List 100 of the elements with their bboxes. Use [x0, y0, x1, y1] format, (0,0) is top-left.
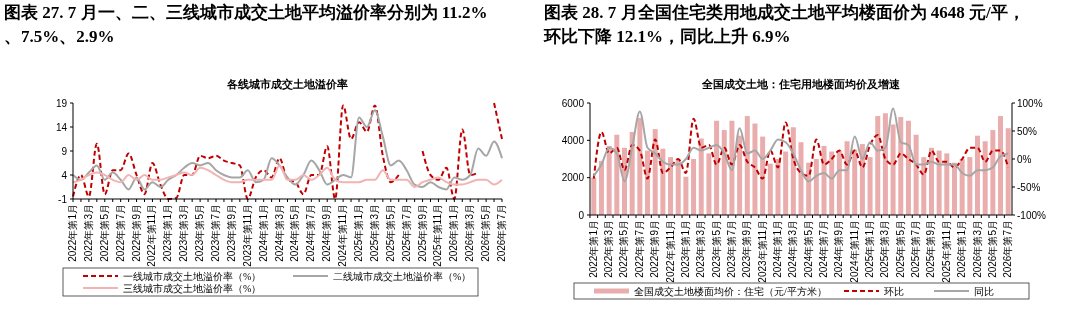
- x-tick-label: 2025年第1月: [353, 204, 364, 262]
- x-tick-label: 2022年第1月: [587, 220, 599, 278]
- bar: [975, 135, 980, 215]
- x-tick-label: 2023年第11月: [241, 204, 253, 267]
- x-tick-label: 2022年第11月: [664, 220, 676, 283]
- y-tick-label: 14: [55, 121, 68, 133]
- bar: [905, 120, 911, 215]
- bar: [698, 138, 704, 215]
- bar: [936, 150, 942, 215]
- bar: [998, 116, 1004, 215]
- x-tick-label: 2026年第1月: [956, 220, 968, 278]
- y-tick-label: 4000: [561, 134, 585, 146]
- x-tick-label: 2023年第5月: [710, 220, 722, 278]
- bar: [652, 129, 658, 215]
- chart-subtitle: 全国成交土地：住宅用地楼面均价及增速: [701, 78, 901, 90]
- bar: [591, 177, 597, 215]
- bar: [836, 150, 842, 215]
- x-tick-label: 2026年第5月: [480, 204, 492, 262]
- bar: [775, 159, 781, 215]
- x-tick-label: 2026年第7月: [496, 204, 507, 262]
- y-tick-label: 9: [61, 145, 68, 157]
- y-tick-label: 6000: [561, 97, 585, 109]
- bar: [1005, 128, 1011, 215]
- x-tick-label: 2026年第1月: [448, 204, 460, 262]
- bar: [721, 130, 727, 215]
- bar: [959, 159, 965, 215]
- x-tick-label: 2025年第9月: [925, 220, 937, 278]
- x-tick-label: 2023年第1月: [679, 220, 691, 278]
- bar: [729, 120, 735, 215]
- x-tick-label: 2026年第3月: [464, 204, 476, 262]
- bar: [967, 157, 973, 215]
- x-tick-label: 2025年第3月: [879, 220, 891, 278]
- y2-tick-label: -100%: [1017, 209, 1047, 221]
- x-tick-label: 2022年第9月: [130, 204, 142, 262]
- x-tick-label: 2025年第11月: [432, 204, 444, 267]
- chart-subtitle: 各线城市成交土地溢价率: [226, 78, 348, 90]
- bar: [951, 162, 957, 215]
- chart-title: 图表 27. 7 月一、二、三线城市成交土地平均溢价率分别为 11.2%、7.5%、2.9%: [4, 3, 488, 46]
- bar: [852, 149, 858, 215]
- x-tick-label: 2024年第9月: [833, 220, 845, 278]
- x-tick-label: 2023年第9月: [225, 204, 237, 262]
- bar: [744, 116, 750, 215]
- bar: [767, 163, 773, 215]
- x-tick-label: 2025年第5月: [894, 220, 906, 278]
- bar: [859, 144, 865, 215]
- bar: [598, 160, 604, 215]
- x-tick-label: 2023年第3月: [695, 220, 707, 278]
- bar: [882, 113, 888, 215]
- x-tick-label: 2026年第5月: [986, 220, 998, 278]
- bar: [683, 176, 689, 215]
- x-tick-label: 2026年第3月: [971, 220, 983, 278]
- x-tick-label: 2025年第5月: [384, 204, 396, 262]
- y2-tick-label: 50%: [1017, 125, 1038, 137]
- bar: [783, 151, 789, 215]
- x-tick-label: 2024年第1月: [771, 220, 783, 278]
- x-tick-label: 2025年第1月: [864, 220, 876, 278]
- x-tick-label: 2023年第5月: [194, 204, 206, 262]
- x-tick-label: 2024年第7月: [818, 220, 830, 278]
- x-tick-label: 2023年第11月: [756, 220, 768, 283]
- x-tick-label: 2025年第11月: [940, 220, 952, 283]
- x-tick-label: 2022年第3月: [82, 204, 94, 262]
- x-tick-label: 2024年第11月: [337, 204, 349, 267]
- legend-label: 环比: [884, 285, 904, 297]
- bar: [821, 145, 827, 215]
- legend-label: 同比: [974, 285, 994, 297]
- legend-label: 三线城市成交土地溢价率（%）: [123, 282, 262, 294]
- x-tick-label: 2022年第5月: [98, 204, 110, 262]
- y2-tick-label: 100%: [1017, 97, 1043, 109]
- bar: [890, 124, 896, 215]
- x-tick-label: 2022年第5月: [618, 220, 630, 278]
- legend-label: 全国成交土地楼面均价：住宅（元/平方米）: [634, 285, 827, 297]
- line-series: [592, 107, 1010, 183]
- bar: [706, 153, 712, 215]
- bar: [737, 135, 743, 215]
- bar: [813, 159, 819, 215]
- bar: [714, 120, 720, 215]
- y-tick-label: 0: [578, 209, 585, 221]
- bar: [982, 141, 988, 215]
- x-tick-label: 2025年第3月: [368, 204, 380, 262]
- bar: [691, 159, 697, 215]
- bar: [928, 147, 934, 215]
- chart-title: 图表 28. 7 月全国住宅类用地成交土地平均楼面价为 4648 元/平，环比下降 12.1%，同比上升 6.9%: [543, 3, 1025, 46]
- x-tick-label: 2023年第1月: [162, 204, 174, 262]
- x-tick-label: 2024年第5月: [289, 204, 301, 262]
- bar: [606, 145, 612, 215]
- x-tick-label: 2024年第9月: [321, 204, 333, 262]
- x-tick-label: 2022年第1月: [67, 204, 78, 262]
- x-tick-label: 2024年第11月: [848, 220, 860, 283]
- x-tick-label: 2022年第9月: [649, 220, 661, 278]
- bar: [760, 136, 766, 215]
- x-tick-label: 2024年第3月: [273, 204, 285, 262]
- y2-tick-label: 0%: [1017, 153, 1032, 165]
- x-tick-label: 2025年第7月: [910, 220, 922, 278]
- line-series: [72, 109, 503, 191]
- bar: [752, 123, 758, 215]
- bar: [844, 141, 850, 215]
- x-tick-label: 2022年第7月: [633, 220, 645, 278]
- y-tick-label: -1: [58, 193, 68, 205]
- bar: [637, 117, 643, 215]
- bar: [875, 116, 881, 215]
